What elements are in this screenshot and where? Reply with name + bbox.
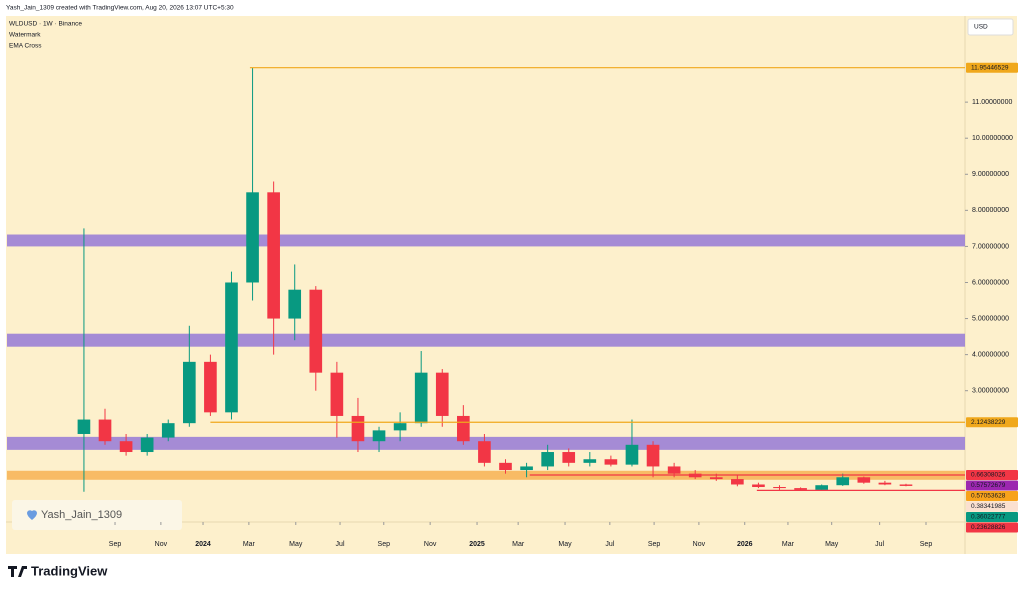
candle-body	[794, 488, 807, 490]
x-tick-label: Nov	[155, 541, 168, 548]
candle-body	[499, 462, 512, 471]
candle-body	[119, 441, 133, 453]
x-tick-label: Jul	[875, 541, 884, 548]
candle-body	[330, 372, 344, 416]
x-tick-label: Sep	[648, 541, 661, 548]
indicator: EMA Cross	[9, 43, 42, 50]
y-tick-label: 7.00000000	[972, 243, 1009, 250]
price-label-bg	[966, 480, 1018, 491]
x-tick-label: Nov	[693, 541, 706, 548]
watermark: Yash_Jain_1309	[41, 509, 122, 521]
x-tick-label: May	[825, 541, 839, 548]
price-label-bg	[966, 62, 1018, 73]
candle-body	[435, 372, 449, 416]
candle-body	[709, 477, 723, 480]
zone	[7, 234, 965, 247]
watermark-box	[12, 500, 182, 530]
candle-body	[478, 441, 491, 463]
x-tick-label: Mar	[512, 541, 525, 548]
price-label: 0.38341985	[971, 503, 1006, 510]
price-label: 0.57053628	[971, 493, 1006, 500]
candle-body	[457, 415, 470, 442]
x-tick-label: 2026	[737, 541, 753, 548]
candle-body	[288, 289, 302, 319]
zone	[7, 470, 965, 480]
x-tick-label: Sep	[378, 541, 391, 548]
zone	[7, 333, 965, 347]
symbol: WLDUSD · 1W · Binance	[9, 21, 82, 28]
y-tick-label: 11.00000000	[972, 99, 1012, 106]
x-tick-label: Mar	[243, 541, 256, 548]
candle-body	[646, 444, 660, 467]
candle-body	[520, 466, 533, 471]
x-tick-label: Mar	[782, 541, 795, 548]
x-tick-label: Sep	[920, 541, 933, 548]
candle-body	[161, 423, 175, 438]
x-tick-label: Nov	[424, 541, 437, 548]
candle-body	[836, 477, 850, 486]
candle-body	[414, 372, 428, 424]
y-tick-label: 8.00000000	[972, 207, 1009, 214]
price-label: 0.36022777	[971, 514, 1006, 521]
currency[interactable]: USD	[974, 24, 988, 31]
candle-body	[204, 361, 217, 413]
x-tick-label: May	[289, 541, 303, 548]
currency-box[interactable]	[967, 18, 1014, 36]
candle-body	[372, 430, 386, 442]
y-tick-label: 10.00000000	[972, 135, 1013, 142]
y-tick-label: 5.00000000	[972, 315, 1009, 322]
candle-body	[815, 485, 828, 490]
y-tick-label: 3.00000000	[972, 388, 1009, 395]
candle-body	[267, 192, 280, 319]
candle-body	[667, 466, 681, 474]
price-label-bg	[966, 417, 1018, 428]
candle-body	[246, 192, 259, 283]
candle-body	[183, 361, 196, 424]
candle-body	[351, 415, 365, 442]
candle-body	[857, 477, 871, 483]
candle-body	[878, 482, 892, 485]
indicator: Watermark	[9, 32, 41, 39]
price-label-bg	[966, 469, 1018, 480]
candle-body	[773, 487, 786, 489]
candle-body	[583, 459, 597, 463]
x-tick-label: Sep	[109, 541, 122, 548]
price-label-bg	[966, 511, 1018, 522]
x-tick-label: Jul	[336, 541, 345, 548]
candle-body	[225, 282, 238, 413]
price-label-bg	[966, 522, 1018, 533]
candle-body	[541, 452, 554, 467]
x-tick-label: 2025	[469, 541, 485, 548]
y-tick-label: 6.00000000	[972, 279, 1009, 286]
candle-body	[604, 459, 618, 465]
price-label: 0.66308026	[971, 472, 1006, 479]
y-tick-label: 4.00000000	[972, 351, 1009, 358]
candle-body	[140, 437, 154, 453]
price-label: 11.95446529	[971, 64, 1009, 71]
candle-body	[393, 423, 407, 431]
candle-body	[899, 484, 913, 486]
candle-body	[731, 479, 744, 485]
tv-logo	[8, 566, 27, 577]
candle-body	[309, 289, 323, 373]
x-tick-label: May	[558, 541, 572, 548]
price-label-bg	[966, 501, 1018, 512]
price-label: 0.23628826	[971, 524, 1006, 531]
x-tick-label: 2024	[195, 541, 211, 548]
price-label: 0.57572679	[971, 482, 1006, 489]
price-label-bg	[966, 490, 1018, 501]
candle-body	[625, 444, 639, 465]
candle-body	[98, 419, 112, 442]
brand: TradingView	[31, 563, 108, 578]
candle-body	[77, 419, 91, 434]
candle-body	[752, 484, 765, 488]
x-tick-label: Jul	[605, 541, 614, 548]
price-label: 2.12438229	[971, 419, 1006, 426]
credit: Yash_Jain_1309 created with TradingView.…	[6, 5, 234, 12]
candle-body	[562, 452, 576, 463]
y-tick-label: 9.00000000	[972, 171, 1009, 178]
heart-icon	[27, 510, 37, 520]
